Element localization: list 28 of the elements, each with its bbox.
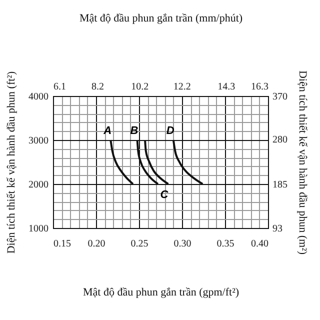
annotation: D bbox=[166, 125, 174, 137]
x2-tick-label: 14.3 bbox=[218, 82, 236, 92]
x2-tick-label: 16.3 bbox=[251, 82, 268, 92]
x2-axis-title: Mật độ đầu phun gắn trần (mm/phút) bbox=[79, 12, 243, 24]
y2-tick-label: 280 bbox=[272, 134, 288, 146]
annotation: A bbox=[102, 125, 112, 137]
x-tick-label: 0.15 bbox=[54, 238, 71, 250]
x-tick-label: 0.25 bbox=[130, 238, 148, 250]
x-axis-title: Mật độ đầu phun gắn trần (gpm/ft²) bbox=[82, 286, 240, 298]
x-tick-label: 0.30 bbox=[174, 238, 192, 250]
x2-tick-label: 12.2 bbox=[173, 82, 191, 92]
y-axis-title: Diện tích thiết kế vận hành đầu phun (ft²) bbox=[6, 71, 18, 254]
x2-tick-label: 8.2 bbox=[92, 82, 104, 92]
annotation: B bbox=[130, 125, 138, 137]
y-tick-label: 2000 bbox=[28, 180, 48, 190]
y-tick-label: 4000 bbox=[28, 92, 48, 102]
x-tick-label: 0.20 bbox=[88, 238, 106, 250]
annotation: C bbox=[160, 189, 170, 201]
y2-axis-title: Diện tích thiết kế vận hành đầu phun (m²) bbox=[296, 70, 308, 255]
y2-tick-label: 370 bbox=[272, 92, 288, 102]
x2-tick-label: 10.2 bbox=[131, 82, 149, 92]
x-tick-label: 0.35 bbox=[216, 238, 234, 250]
y-tick-label: 1000 bbox=[28, 224, 48, 234]
y-tick-label: 3000 bbox=[28, 136, 48, 146]
x-tick-label: 0.40 bbox=[251, 238, 268, 250]
y2-tick-label: 185 bbox=[272, 180, 288, 191]
x2-tick-label: 6.1 bbox=[54, 82, 66, 92]
y2-tick-label: 93 bbox=[272, 224, 282, 234]
